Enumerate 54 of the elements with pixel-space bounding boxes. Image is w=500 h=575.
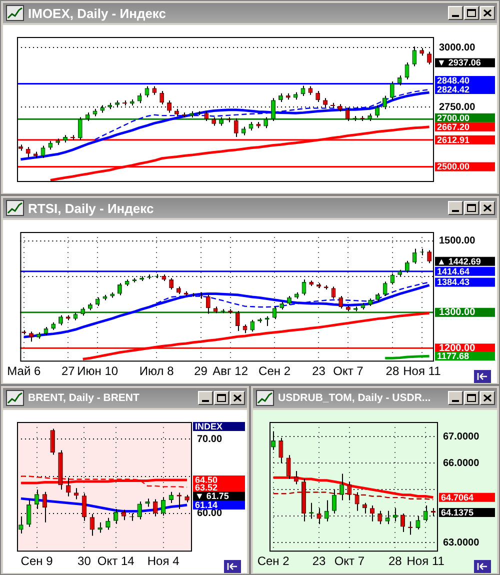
x-tick-label: Окт 7 (334, 554, 365, 568)
x-tick-label: Ноя 11 (403, 364, 442, 378)
line-series (20, 476, 188, 488)
data-label: 63.52 (195, 482, 218, 492)
data-label: 64.50 (195, 474, 218, 485)
x-tick-label: Ноя 4 (147, 554, 180, 568)
chart-title: IMOEX, Daily - Индекс (28, 6, 167, 20)
ref-line-label: 2700.00 (437, 112, 470, 123)
chart-title: BRENT, Daily - BRENT (28, 392, 140, 404)
chart-title: RTSI, Daily - Индекс (28, 200, 155, 216)
x-tick-label: 23 (312, 554, 326, 568)
ref-line-label: 1414.64 (437, 266, 470, 276)
y-tick-label: 1300.00 (439, 307, 476, 318)
x-tick-label: Сен 2 (258, 364, 291, 378)
data-label: 2667.20 (437, 122, 470, 132)
y-tick-label: 63.0000 (443, 537, 480, 548)
text: ▼ 61.75 (195, 490, 229, 501)
x-tick-label: Сен 2 (257, 554, 290, 568)
x-tick-label: Июн 10 (77, 364, 118, 378)
x-tick-label: Июл 8 (139, 364, 174, 378)
data-label: 64.7064 (441, 492, 474, 502)
x-tick-label: Ноя 11 (406, 554, 445, 568)
text: 64.1375 (441, 507, 474, 518)
x-tick-label: 28 (388, 554, 402, 568)
text: ▲ 1442.69 (437, 256, 481, 266)
x-tick-label: Май 6 (7, 364, 41, 378)
candlestick (124, 279, 130, 286)
x-tick-label: Окт 7 (333, 364, 364, 378)
data-label: 61.14 (195, 500, 218, 510)
data-label: 1177.68 (437, 351, 470, 362)
chart-title: USDRUB_TOM, Daily - USDR... (278, 392, 432, 404)
y-tick-label: 1200.00 (439, 342, 476, 354)
x-tick-label: 27 (61, 364, 76, 378)
ref-line-label: 2500.00 (437, 162, 470, 172)
ref-line-label: 2848.40 (437, 75, 470, 86)
y-tick-label: 3000.00 (439, 42, 476, 54)
y-tick-label: 1500.00 (439, 236, 476, 247)
x-tick-label: 29 (194, 364, 208, 378)
text: INDEX (195, 421, 223, 432)
x-tick-label: Окт 14 (97, 554, 135, 568)
y-tick-label: 2750.00 (439, 102, 476, 113)
x-tick-label: 30 (78, 554, 92, 568)
text: ▼ 2937.06 (437, 58, 481, 68)
data-label: 1384.43 (437, 277, 470, 288)
y-tick-label: 70.00 (197, 434, 222, 445)
data-label: 2824.42 (437, 84, 470, 94)
ref-line-label: 2612.91 (437, 134, 470, 145)
y-tick-label: 67.0000 (443, 431, 480, 442)
x-tick-label: Авг 12 (212, 364, 248, 378)
x-tick-label: 23 (312, 364, 326, 378)
candlestick (162, 274, 166, 282)
x-tick-label: Сен 9 (20, 554, 54, 568)
x-tick-label: 28 (386, 364, 400, 378)
y-tick-label: 66.0000 (443, 458, 480, 469)
